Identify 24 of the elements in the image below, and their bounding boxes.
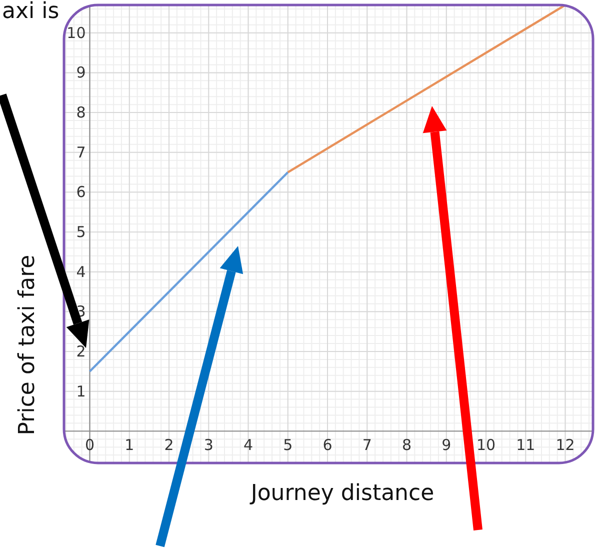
x-tick-label: 5 — [283, 436, 293, 454]
x-axis-title: Journey distance — [248, 481, 434, 506]
y-tick-label: 1 — [76, 382, 86, 400]
y-axis-title: Price of taxi fare — [15, 254, 40, 436]
text: axi is — [2, 0, 60, 24]
x-tick-label: 4 — [243, 436, 254, 454]
y-tick-label: 8 — [76, 104, 86, 122]
x-tick-label: 11 — [516, 436, 536, 454]
x-tick-label: 3 — [204, 436, 214, 454]
y-tick-label: 10 — [66, 24, 86, 42]
y-tick-label: 2 — [76, 342, 86, 360]
y-tick-label: 9 — [76, 64, 86, 82]
x-tick-label: 10 — [476, 436, 496, 454]
x-tick-label: 7 — [362, 436, 372, 454]
y-tick-label: 7 — [76, 143, 86, 162]
y-tick-label: 6 — [76, 183, 86, 202]
y-tick-label: 4 — [76, 262, 86, 281]
x-tick-label: 12 — [556, 436, 575, 454]
x-tick-label: 8 — [402, 436, 412, 454]
y-tick-label: 5 — [76, 223, 86, 242]
x-tick-label: 6 — [322, 436, 332, 454]
x-tick-label: 2 — [164, 436, 174, 454]
x-tick-label: 1 — [124, 436, 134, 454]
x-tick-label: 9 — [442, 436, 452, 454]
